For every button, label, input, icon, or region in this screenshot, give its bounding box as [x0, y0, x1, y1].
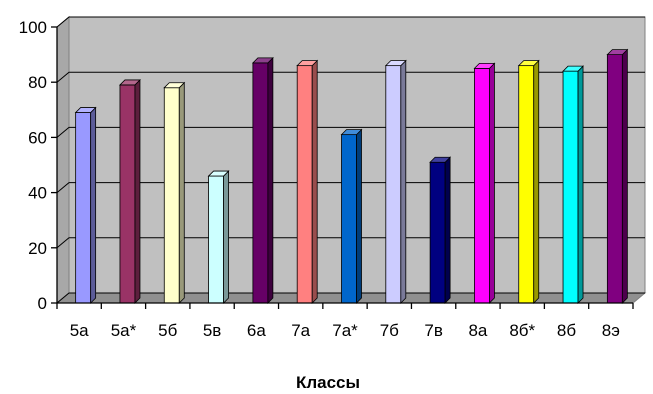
chart-side-wall: [56, 15, 70, 305]
bar-top: [473, 63, 496, 69]
bar: [163, 87, 180, 304]
bar-top: [296, 60, 319, 67]
bar-side: [444, 156, 451, 304]
bar: [75, 112, 92, 304]
bar-7в: [429, 156, 452, 304]
bar-side: [178, 81, 185, 304]
gridline: [56, 292, 645, 304]
gridlines: [56, 16, 645, 304]
x-tick-label: 7а: [291, 321, 310, 340]
bar: [606, 54, 623, 304]
bar: [518, 65, 535, 304]
x-axis-title: Классы: [296, 373, 360, 392]
x-tick-label: 5а: [70, 321, 89, 340]
gridline: [56, 182, 645, 193]
bar-side: [577, 65, 584, 304]
y-tick-label: 0: [38, 294, 47, 313]
x-tick-label: 8а: [468, 321, 487, 340]
gridline: [56, 126, 645, 138]
x-tick-label: 7б: [380, 321, 399, 340]
gridline: [56, 71, 645, 83]
bar-top: [207, 170, 230, 177]
bar-top: [517, 60, 540, 67]
bar-top: [429, 156, 452, 163]
y-tick-label: 100: [19, 18, 47, 37]
bar: [296, 65, 313, 304]
bar: [385, 65, 402, 304]
bar-side: [356, 128, 362, 304]
bar-6а: [251, 56, 274, 304]
x-tick-label: 5б: [158, 321, 177, 340]
bar-top: [163, 82, 186, 89]
bar-side: [223, 170, 229, 304]
bar-top: [562, 65, 585, 72]
bar-top: [340, 129, 363, 136]
x-tick-label: 8б: [557, 321, 576, 340]
y-tick-label: 40: [28, 184, 47, 203]
bar: [474, 68, 490, 304]
x-tick-label: 5в: [203, 321, 222, 340]
x-tick-label: 7в: [424, 321, 443, 340]
y-tick-label: 20: [28, 239, 47, 258]
bar-5в: [207, 170, 230, 304]
bar: [562, 70, 579, 304]
x-axis-ticks: 5а 5а* 5б 5в 6а 7а 7а* 7б 7в 8а 8б* 8б 8э: [56, 303, 634, 340]
bar: [252, 62, 269, 304]
gridline: [56, 237, 645, 249]
bar-series: [74, 48, 629, 304]
bar-top: [74, 107, 97, 113]
x-tick-label: 8б*: [509, 321, 535, 340]
bar-top: [118, 79, 141, 86]
bar: [429, 161, 446, 304]
gridline: [56, 16, 645, 28]
bar-side: [489, 62, 495, 304]
bar-8б*: [517, 59, 540, 304]
x-tick-label: 8э: [602, 321, 620, 340]
x-tick-label: 7а*: [332, 321, 358, 340]
y-axis-ticks: 0 20 40 60 80 100: [19, 18, 57, 313]
bar: [208, 175, 224, 304]
bar-side: [311, 59, 318, 304]
bar-side: [533, 59, 540, 304]
bar-side: [267, 56, 274, 304]
bar-8б: [562, 65, 585, 304]
bar-8а: [473, 62, 496, 304]
bar-side: [90, 106, 97, 304]
bar-5а: [74, 106, 97, 304]
axes: 0 20 40 60 80 100 5а 5а* 5б 5в 6а 7а 7а* 7б 7в 8а 8б* 8б…: [19, 18, 634, 340]
bar-top: [384, 60, 407, 67]
bar-5а*: [118, 78, 141, 304]
y-tick-label: 60: [28, 128, 47, 147]
x-tick-label: 6а: [247, 321, 266, 340]
bar: [119, 84, 136, 304]
bar-side: [134, 78, 141, 304]
bar-top: [251, 57, 274, 64]
bar-top: [606, 49, 629, 55]
bar-8э: [606, 48, 629, 304]
bar-side: [621, 48, 628, 304]
bar-side: [400, 59, 407, 304]
bar-7а: [296, 59, 319, 304]
bar-7а*: [340, 128, 363, 304]
y-tick-label: 80: [28, 73, 47, 92]
bar-5б: [163, 81, 186, 304]
bar-7б: [384, 59, 407, 304]
bar: [341, 134, 357, 304]
x-tick-label: 5а*: [111, 321, 137, 340]
